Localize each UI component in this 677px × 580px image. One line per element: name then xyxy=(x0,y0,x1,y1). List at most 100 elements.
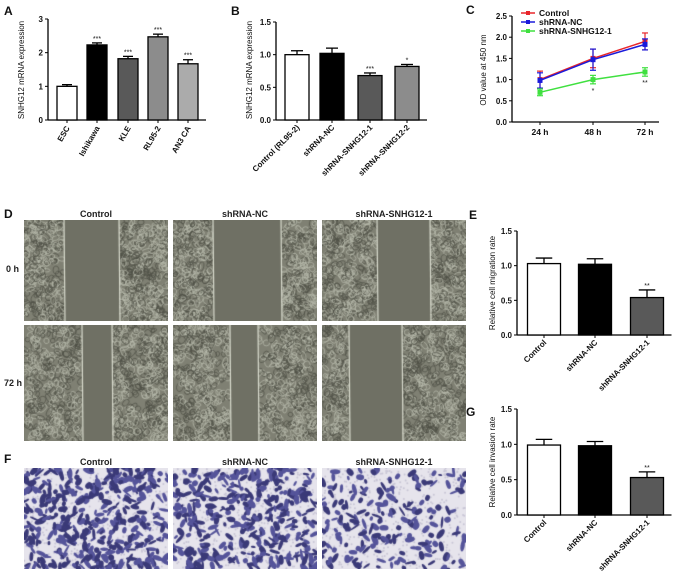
bar-3 xyxy=(394,65,420,121)
y-tick-label: 2.5 xyxy=(496,12,508,21)
data-point xyxy=(590,57,596,63)
invasion-image-shrna-snhg12-1 xyxy=(322,468,466,569)
significance-mark: * xyxy=(406,57,409,64)
bar-1 xyxy=(577,263,613,336)
bar-0 xyxy=(56,85,78,121)
data-point xyxy=(642,41,648,47)
x-tick-label: Control xyxy=(522,338,548,364)
chart-a: 0 1 2 3 SNHG12 mRNA expression ESC *** Ishikawa… xyxy=(17,15,206,158)
bar-0 xyxy=(526,444,562,516)
bar-2 xyxy=(629,476,665,516)
bar-2 xyxy=(117,58,139,121)
bar-1 xyxy=(319,52,345,121)
f-column-shrna-snhg12-1: shRNA-SNHG12-1 xyxy=(355,457,433,467)
x-tick-label: shRNA-SNHG12-1 xyxy=(597,518,652,573)
significance-mark: *** xyxy=(184,53,192,60)
f-column-shrna-nc: shRNA-NC xyxy=(222,457,268,467)
y-axis-label: SNHG12 mRNA expression xyxy=(245,21,254,119)
wound-image-shrna-snhg12-1-0h xyxy=(322,220,466,321)
x-tick-label: shRNA-NC xyxy=(301,123,336,158)
y-tick-label: 0.5 xyxy=(496,97,508,106)
y-tick-label: 2.0 xyxy=(496,33,508,42)
panel-label-c: C xyxy=(466,3,475,17)
bar-1 xyxy=(86,44,108,121)
panel-label-a: A xyxy=(4,4,13,18)
x-tick-label: shRNA-NC xyxy=(564,518,599,553)
legend-label: shRNA-NC xyxy=(539,17,582,27)
bar-2 xyxy=(357,74,383,121)
d-column-control: Control xyxy=(80,209,112,219)
bar-0 xyxy=(284,54,310,121)
y-tick-label: 0.0 xyxy=(501,511,513,520)
legend-marker xyxy=(526,20,530,24)
x-tick-label: Ishikawa xyxy=(77,124,102,158)
x-tick-label: 72 h xyxy=(636,127,653,137)
significance-mark: ** xyxy=(642,80,648,87)
y-tick-label: 0.5 xyxy=(501,476,513,485)
y-axis-label: SNHG12 mRNA expression xyxy=(17,21,26,119)
chart-c: 0.0 0.5 1.0 1.5 2.0 2.5 OD value at 450 nm Cont… xyxy=(479,8,659,137)
legend-marker xyxy=(526,29,530,33)
x-tick-label: KLE xyxy=(117,124,133,143)
chart-e: 0.0 0.5 1.0 1.5 Relative cell migration rate… xyxy=(488,227,672,393)
y-tick-label: 0.0 xyxy=(260,116,272,125)
wound-image-shrna-snhg12-1-72h xyxy=(322,325,466,441)
chart-g: 0.0 0.5 1.0 1.5 Relative cell invasion rate C… xyxy=(488,405,672,573)
d-column-shrna-nc: shRNA-NC xyxy=(222,209,268,219)
legend-marker xyxy=(526,11,530,15)
bar-3 xyxy=(147,36,169,121)
wound-image-control-72h xyxy=(24,325,168,441)
invasion-image-shrna-nc xyxy=(173,468,317,569)
x-tick-label: 24 h xyxy=(531,127,548,137)
d-row-0h: 0 h xyxy=(6,264,20,274)
y-tick-label: 1.5 xyxy=(496,54,508,63)
significance-mark: ** xyxy=(644,465,650,472)
y-tick-label: 0.0 xyxy=(501,331,513,340)
f-column-control: Control xyxy=(80,457,112,467)
invasion-image-control xyxy=(24,468,168,569)
data-point xyxy=(590,77,596,83)
wound-image-shrna-nc-72h xyxy=(173,325,317,441)
y-tick-label: 1.5 xyxy=(501,227,513,236)
y-tick-label: 0 xyxy=(39,116,44,125)
y-tick-label: 0.5 xyxy=(501,296,513,305)
y-axis-label: Relative cell invasion rate xyxy=(488,416,497,507)
d-column-shrna-snhg12-1: shRNA-SNHG12-1 xyxy=(355,209,433,219)
x-tick-label: Control xyxy=(522,518,548,544)
significance-mark: * xyxy=(592,88,595,95)
significance-mark: *** xyxy=(366,66,374,73)
y-tick-label: 1 xyxy=(39,82,44,91)
bar-1 xyxy=(577,445,613,516)
data-point xyxy=(537,89,543,95)
y-tick-label: 2 xyxy=(39,49,44,58)
bar-0 xyxy=(526,262,562,336)
y-tick-label: 1.0 xyxy=(501,262,513,271)
y-tick-label: 1.0 xyxy=(260,51,272,60)
legend-label: Control xyxy=(539,8,569,18)
significance-mark: ** xyxy=(644,283,650,290)
x-tick-label: 48 h xyxy=(584,127,601,137)
bar-4 xyxy=(177,63,199,121)
y-tick-label: 0.5 xyxy=(260,83,272,92)
y-tick-label: 1.0 xyxy=(496,76,508,85)
wound-image-control-0h xyxy=(24,220,168,321)
wound-image-shrna-nc-0h xyxy=(173,220,317,321)
y-tick-label: 3 xyxy=(39,15,44,24)
data-point xyxy=(642,69,648,75)
x-tick-label: ESC xyxy=(56,124,72,143)
legend-label: shRNA-SNHG12-1 xyxy=(539,26,612,36)
significance-mark: *** xyxy=(154,27,162,34)
significance-mark: *** xyxy=(124,49,132,56)
panel-label-d: D xyxy=(4,207,13,221)
d-row-72h: 72 h xyxy=(4,378,23,388)
y-axis-label: OD value at 450 nm xyxy=(479,34,488,105)
significance-mark: *** xyxy=(93,36,101,43)
x-tick-label: shRNA-NC xyxy=(564,338,599,373)
chart-b: 0.0 0.5 1.0 1.5 SNHG12 mRNA expression Contro… xyxy=(245,18,427,178)
x-tick-label: AN3 CA xyxy=(170,124,193,154)
y-tick-label: 0.0 xyxy=(496,118,508,127)
panel-label-e: E xyxy=(469,208,478,222)
x-tick-label: shRNA-SNHG12-1 xyxy=(597,338,652,393)
